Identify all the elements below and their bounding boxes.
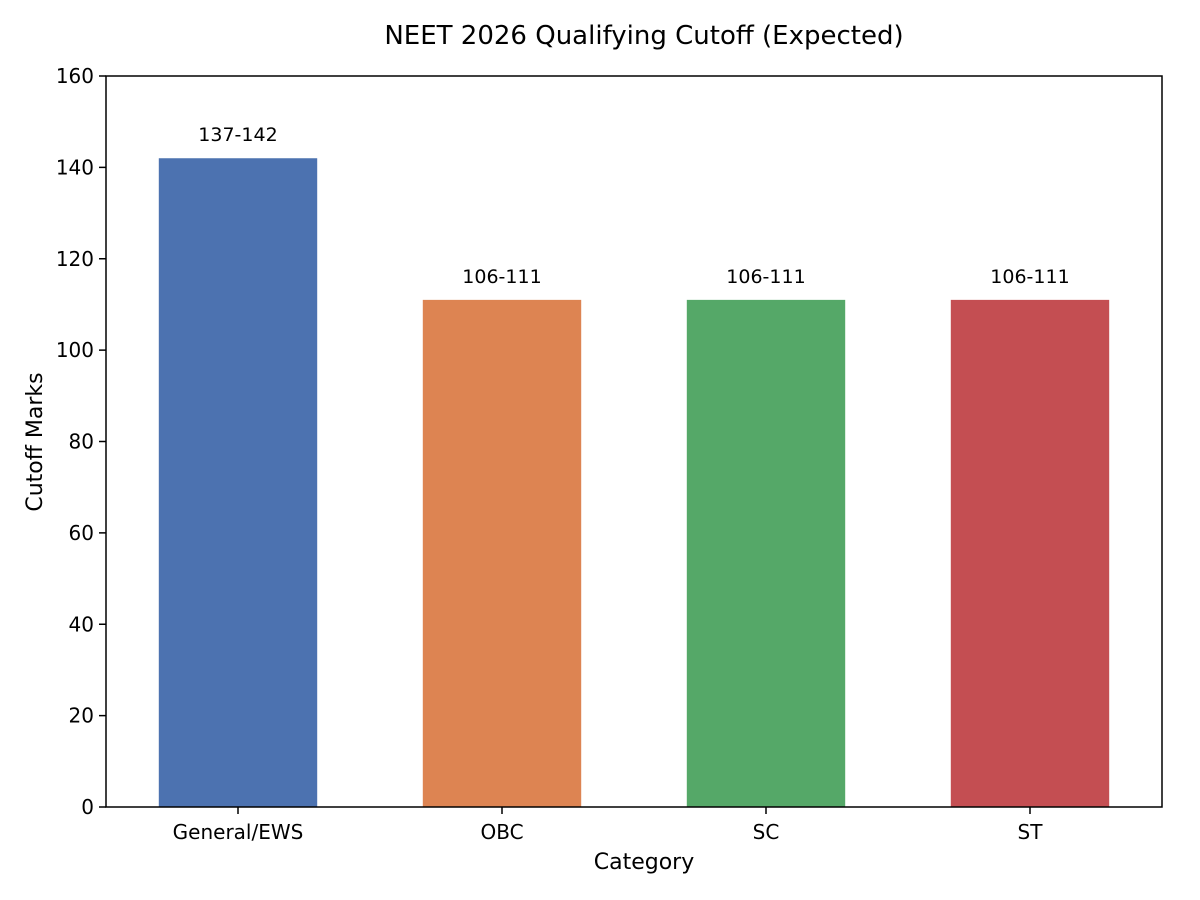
x-tick-label: SC (753, 820, 780, 844)
x-tick-label: ST (1018, 820, 1044, 844)
y-axis: 0 20 40 60 80 100 120 140 160 (56, 64, 106, 819)
x-tick-label: General/EWS (173, 820, 304, 844)
y-tick-label: 160 (56, 64, 94, 88)
data-label: 106-111 (462, 266, 541, 288)
x-axis: General/EWS OBC SC ST (173, 807, 1044, 844)
bar (950, 299, 1110, 807)
y-tick-label: 120 (56, 247, 94, 271)
y-tick-label: 20 (69, 704, 94, 728)
bar (686, 299, 846, 807)
y-axis-label: Cutoff Marks (23, 372, 48, 511)
y-tick-label: 100 (56, 338, 94, 362)
x-tick-label: OBC (480, 820, 523, 844)
bar (422, 299, 582, 807)
y-tick-label: 80 (69, 430, 94, 454)
bar (158, 158, 318, 808)
y-tick-label: 0 (81, 795, 94, 819)
data-label: 106-111 (990, 266, 1069, 288)
x-axis-label: Category (594, 850, 695, 875)
data-label: 106-111 (726, 266, 805, 288)
y-tick-label: 40 (69, 612, 94, 636)
y-tick-label: 60 (69, 521, 94, 545)
plot-area: 137-142 106-111 106-111 106-111 (158, 124, 1110, 808)
data-label: 137-142 (198, 124, 277, 146)
chart-title: NEET 2026 Qualifying Cutoff (Expected) (384, 21, 903, 51)
y-tick-label: 140 (56, 155, 94, 179)
